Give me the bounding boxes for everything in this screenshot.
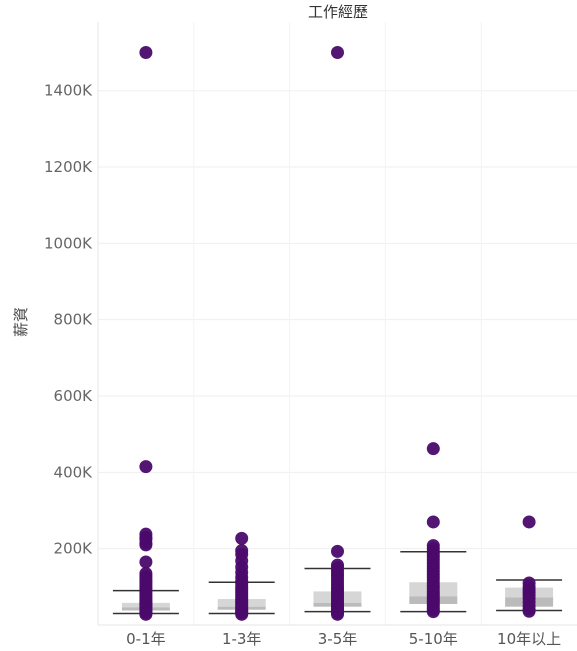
x-category-label: 5-10年: [409, 630, 458, 648]
y-tick-label: 600K: [54, 387, 94, 405]
x-category-label: 10年以上: [497, 630, 561, 648]
y-axis-ticks: 200K 400K 600K 800K 1000K 1200K 1400K: [44, 82, 93, 558]
y-tick-label: 800K: [54, 311, 94, 329]
y-axis-title: 薪資: [12, 307, 30, 337]
x-category-label: 1-3年: [222, 630, 262, 648]
data-point: [522, 515, 536, 529]
data-point: [139, 555, 153, 569]
y-tick-label: 1400K: [44, 82, 93, 100]
data-point: [426, 605, 440, 619]
data-points: [139, 46, 536, 621]
y-tick-label: 400K: [54, 463, 94, 481]
x-category-label: 3-5年: [318, 630, 358, 648]
data-point: [139, 460, 153, 474]
x-category-label: 0-1年: [126, 630, 166, 648]
data-point: [331, 607, 344, 621]
y-tick-label: 200K: [54, 540, 94, 558]
chart-title: 工作經歷: [308, 3, 368, 21]
data-point: [331, 544, 344, 558]
data-point: [235, 607, 249, 621]
data-point: [139, 607, 153, 621]
data-point: [235, 531, 249, 545]
data-point: [139, 538, 153, 552]
data-point: [426, 442, 440, 456]
data-point: [522, 604, 536, 618]
x-axis-categories: 0-1年 1-3年 3-5年 5-10年 10年以上: [126, 630, 561, 648]
y-tick-label: 1000K: [44, 234, 93, 252]
data-point: [139, 46, 153, 60]
data-point: [331, 46, 344, 60]
y-tick-label: 1200K: [44, 158, 93, 176]
gridlines: [98, 22, 577, 625]
data-point: [426, 515, 440, 529]
